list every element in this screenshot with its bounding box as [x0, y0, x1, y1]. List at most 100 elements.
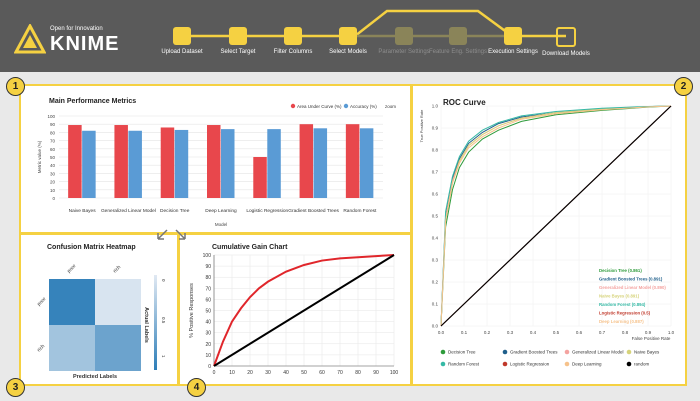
x-tick-label: 1.0 — [668, 330, 675, 335]
roc-series-label: Decision Tree (0.861) — [599, 268, 642, 273]
y-tick-label: 40 — [50, 163, 56, 168]
category-label: Generalized Linear Model — [101, 208, 156, 214]
confusion-heatmap: poor rich poor rich Predicted Labels Actual L… — [36, 263, 166, 380]
category-label: Logistic Regression — [246, 208, 288, 214]
roc-panel: ROC Curve 0.0 0.0 0.1 0.1 0.2 0.2 0.3 0.3 0.4 0.4… — [411, 84, 687, 386]
bar-auc — [299, 124, 314, 198]
roc-line-7 — [440, 105, 672, 327]
step-1[interactable]: Select Target — [208, 27, 268, 56]
step-marker — [504, 27, 522, 45]
roc-title: ROC Curve — [443, 98, 486, 107]
step-6[interactable]: Execution Settings — [483, 27, 543, 56]
legend-label: Area Under Curve (%) — [297, 104, 342, 109]
legend-label: Deep Learning — [572, 362, 602, 367]
step-7[interactable]: Download Models — [536, 27, 596, 58]
x-tick-label: 0.4 — [530, 330, 537, 335]
step-5[interactable]: Feature Eng. Settings — [428, 27, 488, 56]
category-label: Decision Tree — [160, 208, 190, 214]
legend-label: Generalized Linear Model — [572, 350, 624, 355]
roc-chart: 0.00.0 0.1 0.1 0.2 0.2 0.3 0.3 0.4 0.4 0.5 0.5 0.6 0… — [419, 104, 675, 367]
row-label: poor — [36, 296, 48, 308]
x-tick-label: 30 — [265, 370, 271, 376]
badge-4: 4 — [187, 378, 206, 397]
x-tick-label: 0.3 — [507, 330, 514, 335]
top-bar: Open for Innovation KNIME Upload Dataset… — [0, 0, 700, 72]
x-axis-label: Model — [215, 222, 227, 227]
category-label: Random Forest — [343, 208, 377, 214]
y-tick-label: 100 — [203, 253, 212, 259]
step-3[interactable]: Select Models — [318, 27, 378, 56]
y-tick-label: 0.5 — [432, 214, 439, 219]
x-tick-label: 70 — [337, 370, 343, 376]
y-tick-label: 30 — [50, 171, 56, 176]
heatmap-cell — [49, 279, 95, 325]
heatmap-cell — [49, 325, 95, 371]
bar-accuracy — [359, 128, 374, 198]
x-tick-label: 0.7 — [599, 330, 606, 335]
knime-logo: Open for Innovation KNIME — [14, 20, 124, 60]
bar-accuracy — [267, 129, 281, 198]
badge-3: 3 — [6, 378, 25, 397]
bar-accuracy — [221, 129, 235, 198]
category-label: Gradient Boosted Trees — [288, 208, 339, 214]
y-tick-label: 40 — [205, 320, 211, 326]
y-tick-label: 0.0 — [432, 324, 439, 329]
y-tick-label: 60 — [205, 297, 211, 303]
y-tick-label: 0.3 — [432, 258, 439, 263]
legend-label: Decision Tree — [448, 350, 476, 355]
step-marker — [339, 27, 357, 45]
category-label: Naive Bayes — [69, 208, 97, 214]
roc-series-label: Random Forest (0.894) — [599, 302, 646, 307]
bar-accuracy — [174, 129, 189, 198]
color-scale — [154, 275, 157, 370]
step-2[interactable]: Filter Columns — [263, 27, 323, 56]
step-label: Feature Eng. Settings — [428, 49, 488, 55]
performance-chart: 0 10 20 30 40 50 60 70 80 90 100 Metric value (%) Mo… — [37, 103, 396, 227]
roc-series-label: Naive Bayes (0.891) — [599, 294, 640, 299]
gain-panel: Cumulative Gain Chart 0 10 20 30 40 50 60 70 80 9… — [178, 233, 412, 386]
y-tick-label: 20 — [205, 342, 211, 348]
y-axis-label: True Positive Rate — [419, 109, 424, 143]
step-0[interactable]: Upload Dataset — [152, 27, 212, 56]
x-tick-label: 100 — [390, 370, 399, 376]
arrow-down-right-icon — [175, 229, 186, 240]
x-tick-label: 10 — [229, 370, 235, 376]
predicted-axis-label: Predicted Labels — [73, 374, 117, 380]
y-tick-label: 20 — [50, 180, 56, 185]
y-tick-label: 0.1 — [432, 302, 439, 307]
legend-marker — [343, 103, 349, 109]
y-axis-label: Metric value (%) — [37, 140, 42, 173]
row-label: rich — [36, 343, 46, 353]
y-tick-label: 0.7 — [432, 170, 439, 175]
y-tick-label: 30 — [205, 331, 211, 337]
column-label: poor — [66, 263, 78, 275]
y-tick-label: 80 — [205, 275, 211, 281]
y-tick-label: 90 — [50, 122, 56, 127]
scale-tick-label: 0 — [161, 279, 166, 282]
badge-1: 1 — [6, 77, 25, 96]
scale-tick-label: 1 — [161, 355, 166, 358]
legend-marker — [290, 103, 296, 109]
step-label: Filter Columns — [273, 49, 313, 55]
roc-line-4 — [440, 105, 672, 327]
badge-2: 2 — [674, 77, 693, 96]
x-tick-label: 20 — [247, 370, 253, 376]
column-label: rich — [112, 264, 122, 274]
bar-auc — [253, 157, 267, 198]
actual-axis-label: Actual Labels — [143, 307, 149, 343]
y-tick-label: 10 — [50, 188, 56, 193]
roc-series-label: Generalized Linear Model (0.890) — [599, 285, 666, 290]
y-tick-label: 10 — [205, 353, 211, 359]
step-marker — [284, 27, 302, 45]
confusion-panel: Confusion Matrix Heatmap poor rich poor ric… — [19, 233, 179, 386]
x-tick-label: 0.0 — [438, 330, 445, 335]
legend-marker — [440, 361, 446, 367]
step-4[interactable]: Parameter Settings — [374, 27, 434, 56]
x-tick-label: 80 — [355, 370, 361, 376]
x-tick-label: 60 — [319, 370, 325, 376]
confusion-title: Confusion Matrix Heatmap — [47, 244, 136, 251]
y-tick-label: 70 — [50, 139, 56, 144]
legend-label: Gradient Boosted Trees — [510, 350, 558, 355]
y-tick-label: 0 — [208, 364, 211, 370]
bar-auc — [160, 127, 175, 198]
